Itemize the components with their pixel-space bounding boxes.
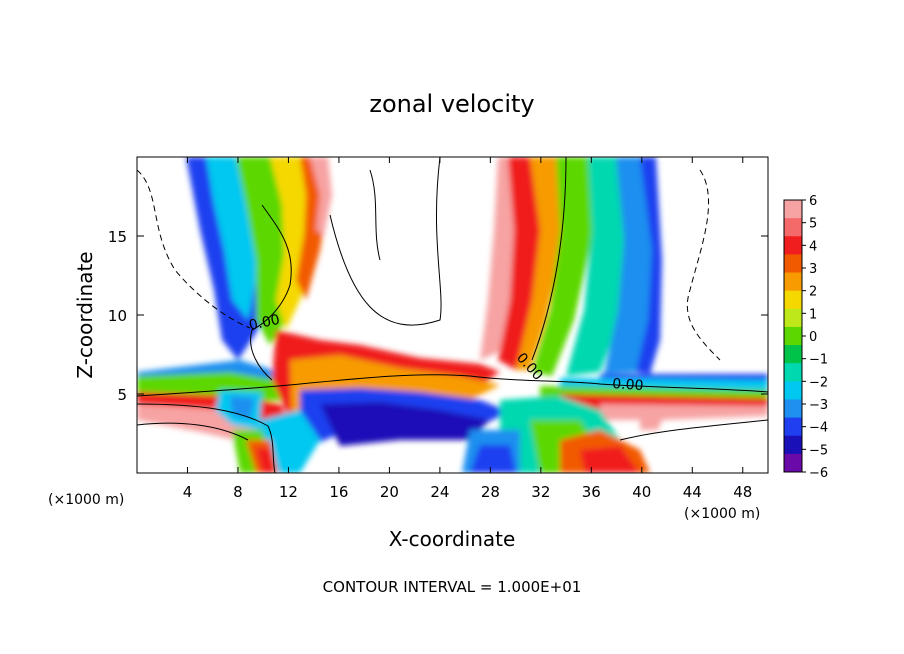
x-tick-label: 44 xyxy=(683,483,702,501)
colorbar-label: 2 xyxy=(809,285,817,300)
x-tick-label: 12 xyxy=(279,483,298,501)
x-tick-label: 32 xyxy=(531,483,550,501)
colorbar-label: 6 xyxy=(809,194,817,209)
colorbar-swatch xyxy=(784,381,802,400)
colorbar-swatch xyxy=(784,345,802,364)
contour-label: 0.00 xyxy=(248,312,282,334)
colorbar-label: −1 xyxy=(809,353,828,368)
colorbar-swatch xyxy=(784,218,802,237)
colorbar-label: 5 xyxy=(809,217,817,232)
contour-label: 0.00 xyxy=(612,376,644,394)
colorbar-swatch xyxy=(784,363,802,382)
y-tick-label: 10 xyxy=(108,307,127,325)
colorbar-swatch xyxy=(784,254,802,274)
colorbar-swatch xyxy=(784,236,802,255)
colorbar-label: −4 xyxy=(809,421,828,436)
colorbar-swatch xyxy=(784,435,802,455)
colorbar-label: 4 xyxy=(809,239,817,254)
colorbar-label: 0 xyxy=(809,330,817,345)
x-unit-label-right: (×1000 m) xyxy=(684,506,760,522)
contour-lines xyxy=(137,157,768,473)
colorbar: 6 5 4 3 2 1 0 −1 −2 −3 −4 −5 −6 xyxy=(783,194,828,481)
colorbar-swatch xyxy=(784,200,802,219)
y-tick-label: 15 xyxy=(108,228,127,246)
x-axis: 4 8 12 16 20 24 28 32 36 40 44 48 xyxy=(183,157,752,501)
contour-interval-note: CONTOUR INTERVAL = 1.000E+01 xyxy=(323,578,582,596)
x-tick-label: 48 xyxy=(733,483,752,501)
y-tick-label: 5 xyxy=(117,386,127,404)
colorbar-label: −5 xyxy=(809,443,828,458)
colorbar-swatch xyxy=(784,326,802,346)
colorbar-label: −2 xyxy=(809,375,828,390)
colorbar-swatch xyxy=(784,290,802,310)
colorbar-label: 3 xyxy=(809,262,817,277)
colorbar-swatch xyxy=(784,308,802,328)
y-axis-title: Z-coordinate xyxy=(73,251,97,378)
x-unit-label-left: (×1000 m) xyxy=(48,492,124,508)
y-axis: 5 10 15 xyxy=(108,228,768,404)
x-tick-label: 40 xyxy=(632,483,651,501)
x-tick-label: 28 xyxy=(481,483,500,501)
x-axis-title: X-coordinate xyxy=(389,527,516,551)
colorbar-swatch xyxy=(784,399,802,419)
colorbar-label: 1 xyxy=(809,307,817,322)
x-tick-label: 16 xyxy=(329,483,348,501)
colorbar-swatch xyxy=(784,453,802,473)
x-tick-label: 20 xyxy=(380,483,399,501)
colorbar-label: −3 xyxy=(809,398,828,413)
chart-title: zonal velocity xyxy=(369,90,534,118)
colorbar-swatch xyxy=(784,272,802,292)
colorbar-label: −6 xyxy=(809,466,828,481)
colorbar-swatch xyxy=(784,417,802,437)
x-tick-label: 36 xyxy=(582,483,601,501)
x-tick-label: 8 xyxy=(233,483,243,501)
x-tick-label: 4 xyxy=(183,483,193,501)
x-tick-label: 24 xyxy=(430,483,449,501)
